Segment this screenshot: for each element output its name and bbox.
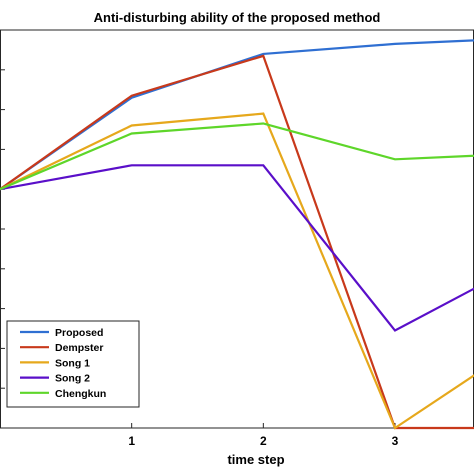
chart-title: Anti-disturbing ability of the proposed …: [94, 10, 381, 25]
legend-label: Song 2: [55, 373, 90, 385]
series-line-chengkun: [0, 122, 474, 191]
series-lines: [0, 39, 474, 430]
x-axis-label: time step: [227, 452, 284, 467]
series-line-song-2: [0, 164, 474, 332]
series-line-dempster: [0, 54, 474, 430]
x-tick-label: 1: [128, 434, 135, 448]
x-tick-label: 3: [392, 434, 399, 448]
series-line-song-1: [0, 112, 474, 430]
legend-label: Dempster: [55, 342, 103, 354]
legend-label: Chengkun: [55, 388, 106, 400]
legend: Proposed Dempster Song 1 Song 2 Chengkun: [6, 320, 140, 408]
x-tick-label: 2: [260, 434, 267, 448]
legend-label: Song 1: [55, 357, 90, 369]
legend-label: Proposed: [55, 327, 103, 339]
